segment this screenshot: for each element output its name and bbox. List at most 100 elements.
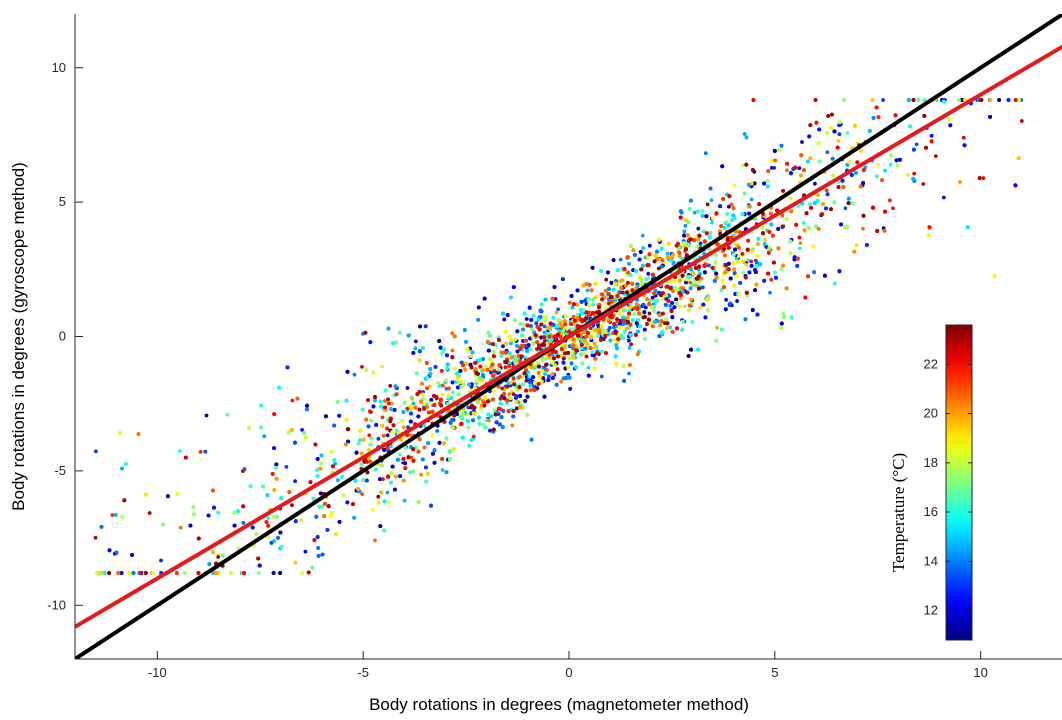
data-point [543, 372, 547, 376]
data-point [332, 458, 337, 463]
data-point [477, 415, 481, 420]
data-point [772, 166, 776, 170]
data-point [188, 523, 193, 528]
data-point [824, 206, 828, 211]
data-point [758, 262, 763, 267]
data-point [447, 449, 452, 454]
data-point [528, 336, 532, 341]
data-point [630, 318, 635, 322]
data-point [753, 288, 757, 292]
data-point [511, 414, 516, 419]
data-point [543, 297, 548, 302]
data-point [637, 257, 642, 262]
data-point [525, 349, 530, 353]
data-point [719, 288, 724, 292]
data-point [590, 265, 595, 270]
data-point [552, 285, 557, 289]
data-point [304, 407, 309, 412]
data-point [250, 525, 255, 530]
data-point [670, 315, 675, 320]
data-point [526, 343, 531, 348]
data-point [703, 315, 708, 320]
data-point [499, 354, 504, 358]
data-point [554, 382, 559, 387]
data-point [471, 418, 475, 423]
data-point [788, 239, 793, 244]
data-point [744, 135, 749, 140]
data-point [511, 285, 516, 289]
data-point [726, 223, 731, 228]
data-point [534, 321, 539, 326]
data-point [432, 448, 437, 453]
data-point [361, 478, 366, 482]
data-point [641, 263, 645, 268]
data-point [586, 365, 591, 370]
data-point [460, 435, 465, 440]
data-point [586, 297, 591, 302]
data-point [319, 453, 324, 458]
data-point [727, 204, 731, 209]
data-point [305, 403, 309, 408]
data-point [638, 324, 642, 329]
data-point [741, 270, 746, 275]
data-point [360, 407, 365, 412]
data-point [692, 210, 697, 215]
data-point [647, 243, 652, 248]
data-point [520, 333, 524, 338]
data-point [467, 443, 471, 448]
data-point [477, 358, 482, 362]
data-point [525, 394, 530, 399]
data-point [962, 143, 967, 148]
data-point [497, 422, 502, 427]
data-point [159, 558, 163, 563]
data-point [425, 375, 429, 380]
data-point [335, 400, 340, 404]
data-point [574, 365, 578, 370]
data-point [378, 399, 383, 404]
data-point [462, 328, 467, 332]
data-point [701, 302, 706, 307]
data-point [311, 496, 316, 501]
data-point [579, 300, 584, 304]
data-point [433, 365, 438, 369]
data-point [521, 382, 525, 387]
data-point [445, 362, 450, 367]
data-point [389, 407, 393, 411]
data-point [464, 340, 468, 344]
data-point [832, 200, 837, 205]
data-point [988, 115, 992, 119]
data-point [881, 98, 885, 102]
data-point [706, 263, 711, 268]
data-point [797, 166, 802, 171]
data-point [806, 159, 810, 164]
data-point [740, 212, 745, 217]
data-point [161, 522, 166, 527]
data-point [261, 484, 265, 489]
data-point [272, 539, 276, 543]
data-point [741, 163, 745, 168]
data-point [817, 159, 822, 164]
data-point [378, 524, 383, 528]
data-point [373, 398, 377, 403]
data-point [467, 382, 471, 387]
data-point [664, 317, 669, 322]
data-point [623, 308, 628, 313]
data-point [476, 318, 481, 322]
data-point [499, 415, 504, 419]
data-point [725, 212, 730, 216]
data-point [509, 295, 513, 300]
data-point [837, 269, 842, 274]
data-point [518, 322, 523, 326]
data-point [762, 181, 766, 186]
data-point [505, 313, 510, 317]
data-point [392, 408, 397, 412]
data-point [266, 516, 270, 520]
data-point [725, 220, 729, 224]
data-point [272, 446, 276, 450]
data-points [93, 98, 1024, 575]
data-point [628, 333, 633, 337]
data-point [690, 320, 695, 324]
data-point [720, 327, 724, 332]
data-point [124, 462, 128, 466]
data-point [752, 181, 757, 186]
